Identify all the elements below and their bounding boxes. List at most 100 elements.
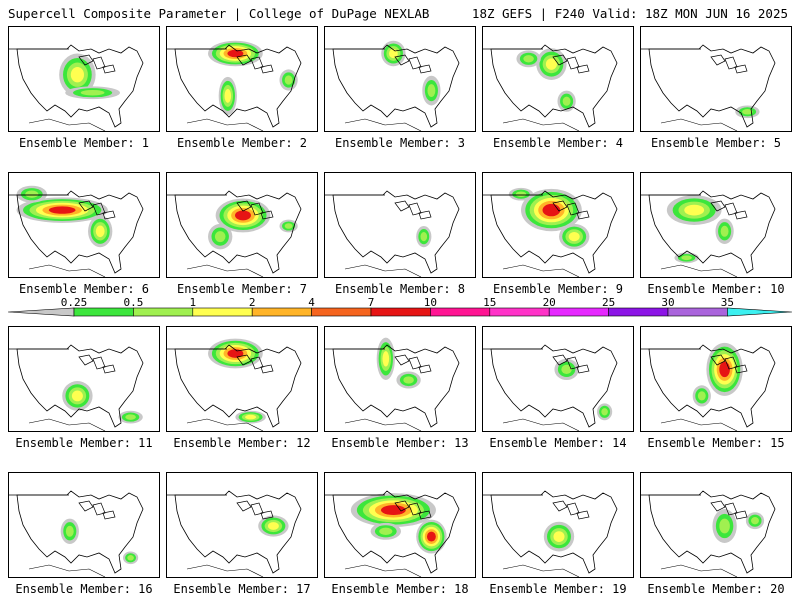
gulf-coast xyxy=(28,264,106,277)
us-coastline xyxy=(648,344,776,428)
colorbar-segment xyxy=(430,307,491,317)
colorbar-tick-label: 10 xyxy=(423,296,438,309)
scp-contour xyxy=(224,88,232,103)
scp-contour xyxy=(71,390,83,402)
great-lake xyxy=(102,510,116,520)
great-lake xyxy=(92,356,106,370)
gulf-coast xyxy=(186,418,264,431)
great-lake xyxy=(260,64,274,74)
scp-contour xyxy=(742,109,753,115)
scp-contour xyxy=(80,89,105,96)
us-map xyxy=(325,190,460,277)
ensemble-member-label: Ensemble Member: 9 xyxy=(492,282,624,296)
ensemble-panel-15 xyxy=(640,326,792,432)
scp-contour xyxy=(380,505,406,516)
great-lake xyxy=(394,54,410,66)
great-lake xyxy=(236,500,252,512)
scp-contour xyxy=(542,203,561,217)
scp-contour xyxy=(719,518,730,534)
gulf-coast xyxy=(660,564,738,577)
us-map xyxy=(167,40,302,131)
scp-contour xyxy=(420,232,428,242)
great-lake xyxy=(418,510,432,520)
great-lake xyxy=(566,502,580,516)
scp-contour xyxy=(426,531,436,542)
ensemble-member-label: Ensemble Member: 12 xyxy=(173,436,311,450)
colorbar-tick-label: 35 xyxy=(720,296,735,309)
great-lake xyxy=(710,354,726,366)
ensemble-panel-19 xyxy=(482,472,634,578)
colorbar-tick-label: 25 xyxy=(601,296,616,309)
great-lake xyxy=(92,502,106,516)
great-lake xyxy=(418,64,432,74)
colorbar-tick-label: 1 xyxy=(189,296,197,309)
us-map xyxy=(167,338,302,431)
scp-contour xyxy=(227,49,244,58)
great-lake xyxy=(734,210,748,220)
great-lake xyxy=(734,510,748,520)
colorbar-arrow-left xyxy=(8,307,75,317)
colorbar-tick-label: 0.25 xyxy=(60,296,88,309)
us-coastline xyxy=(174,490,302,574)
ensemble-member-label: Ensemble Member: 4 xyxy=(492,136,624,150)
ensemble-panel-1 xyxy=(8,26,160,132)
scp-contour xyxy=(235,210,251,221)
colorbar-tick-label: 20 xyxy=(542,296,556,309)
great-lake xyxy=(566,202,580,216)
colorbar-arrow-right xyxy=(727,307,792,317)
ensemble-member-label: Ensemble Member: 15 xyxy=(647,436,785,450)
scp-contour xyxy=(427,84,436,98)
gulf-coast xyxy=(344,418,422,431)
colorbar-segment xyxy=(192,307,253,317)
colorbar-tick-label: 4 xyxy=(308,296,315,309)
colorbar-tick-label: 15 xyxy=(483,296,497,309)
ensemble-member-label: Ensemble Member: 13 xyxy=(331,436,469,450)
us-map xyxy=(9,185,144,277)
ensemble-panel-14 xyxy=(482,326,634,432)
great-lake xyxy=(566,356,580,370)
ensemble-member-label: Ensemble Member: 18 xyxy=(331,582,469,596)
ensemble-panel-2 xyxy=(166,26,318,132)
gulf-coast xyxy=(660,418,738,431)
scp-contour xyxy=(214,231,226,243)
ensemble-panel-20 xyxy=(640,472,792,578)
great-lake xyxy=(710,54,726,66)
scp-contour xyxy=(127,555,134,561)
us-coastline xyxy=(174,190,302,274)
great-lake xyxy=(250,356,264,370)
great-lake xyxy=(394,200,410,212)
us-coastline xyxy=(648,44,776,128)
great-lake xyxy=(408,202,422,216)
ensemble-panel-8 xyxy=(324,172,476,278)
ensemble-panel-10 xyxy=(640,172,792,278)
great-lake xyxy=(78,54,94,66)
us-map xyxy=(9,344,144,431)
great-lake xyxy=(250,502,264,516)
great-lake xyxy=(724,56,738,70)
colorbar-segment xyxy=(608,307,669,317)
us-coastline xyxy=(490,44,618,128)
scp-contour xyxy=(284,75,293,85)
us-map xyxy=(641,44,776,131)
us-coastline xyxy=(16,344,144,428)
us-map xyxy=(483,490,618,577)
great-lake xyxy=(576,364,590,374)
gulf-coast xyxy=(28,418,106,431)
great-lake xyxy=(418,364,432,374)
great-lake xyxy=(566,56,580,70)
great-lake xyxy=(236,354,252,366)
ensemble-member-label: Ensemble Member: 17 xyxy=(173,582,311,596)
great-lake xyxy=(408,502,422,516)
us-map xyxy=(641,490,776,577)
ensemble-member-label: Ensemble Member: 14 xyxy=(489,436,627,450)
scp-contour xyxy=(403,376,414,384)
gulf-coast xyxy=(344,564,422,577)
gulf-coast xyxy=(186,564,264,577)
us-coastline xyxy=(174,344,302,428)
colorbar-segment xyxy=(251,307,312,317)
gulf-coast xyxy=(502,564,580,577)
gulf-coast xyxy=(502,118,580,131)
great-lake xyxy=(394,354,410,366)
us-coastline xyxy=(648,490,776,574)
scp-contour xyxy=(284,223,293,229)
